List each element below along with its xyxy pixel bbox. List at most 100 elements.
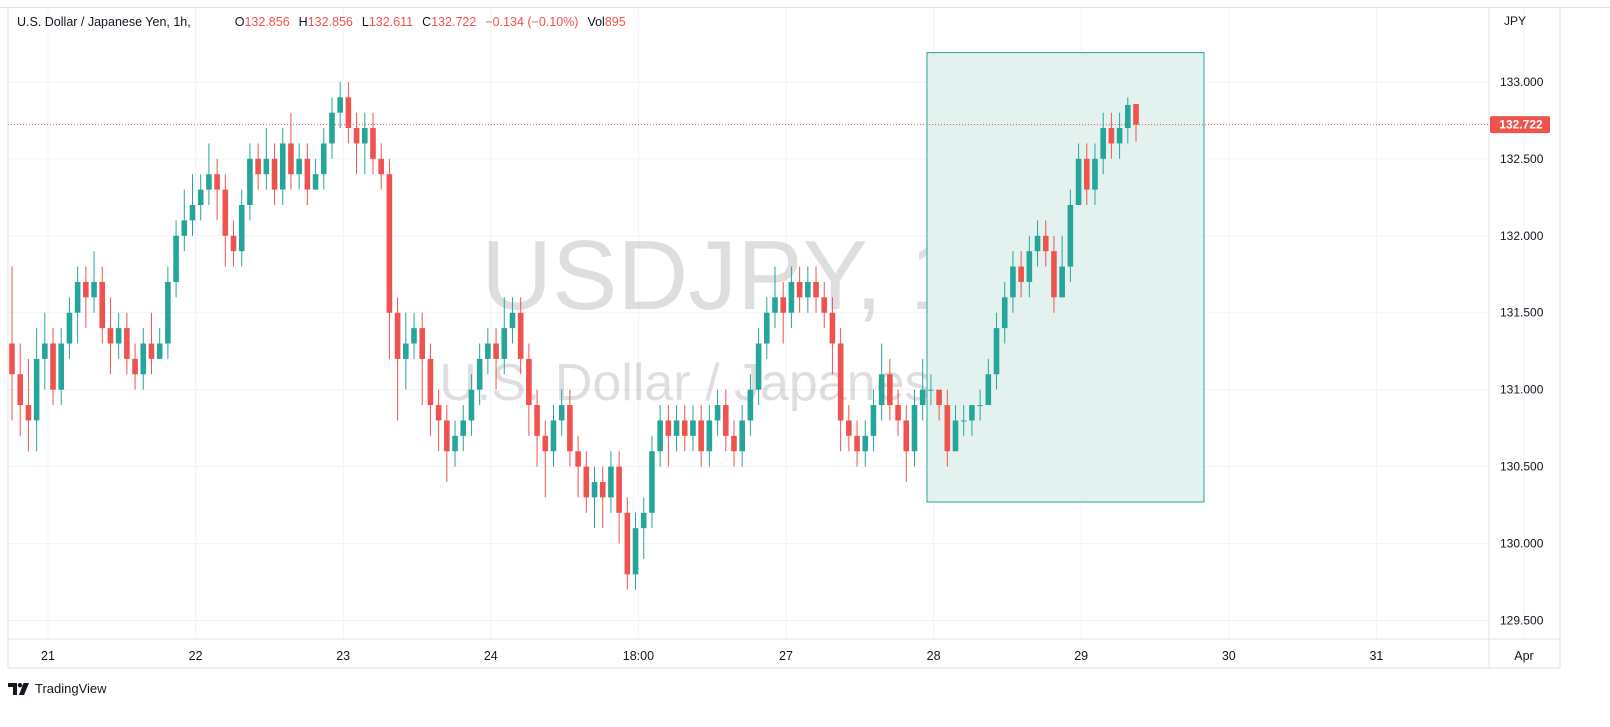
candle[interactable]	[115, 312, 122, 359]
candle[interactable]	[1026, 235, 1033, 298]
candle[interactable]	[993, 312, 1000, 390]
candle[interactable]	[673, 405, 680, 452]
candle[interactable]	[312, 158, 319, 190]
candle[interactable]	[181, 189, 188, 252]
candle[interactable]	[50, 328, 56, 406]
currency-label[interactable]: JPY	[1504, 14, 1527, 28]
candle[interactable]	[140, 328, 147, 390]
candle[interactable]	[829, 297, 836, 375]
candle[interactable]	[304, 143, 311, 205]
candle[interactable]	[501, 297, 508, 375]
candle[interactable]	[657, 405, 663, 467]
candle[interactable]	[936, 389, 942, 421]
candle[interactable]	[222, 174, 229, 267]
candle[interactable]	[714, 389, 721, 436]
highlight-rectangle[interactable]	[926, 52, 1205, 503]
candle[interactable]	[731, 420, 737, 467]
candle[interactable]	[435, 389, 442, 452]
candle[interactable]	[189, 174, 196, 236]
candle[interactable]	[83, 266, 89, 329]
candle[interactable]	[534, 389, 540, 467]
candle[interactable]	[1083, 143, 1090, 205]
candle[interactable]	[960, 405, 967, 436]
candle[interactable]	[558, 389, 565, 436]
candle[interactable]	[780, 281, 787, 344]
time-axis[interactable]: 21 22 23 24 18:00 27 28 29 30 31 Apr	[41, 649, 1534, 663]
candle[interactable]	[132, 343, 138, 390]
candle[interactable]	[403, 312, 409, 390]
candle[interactable]	[1108, 112, 1115, 159]
candle[interactable]	[509, 297, 516, 344]
candle[interactable]	[821, 281, 828, 329]
candle[interactable]	[985, 358, 992, 406]
candle[interactable]	[444, 405, 450, 483]
candle[interactable]	[345, 81, 352, 144]
candle[interactable]	[74, 266, 81, 344]
candle[interactable]	[805, 266, 811, 313]
candle[interactable]	[99, 266, 106, 344]
candle[interactable]	[788, 266, 795, 329]
candle[interactable]	[1010, 251, 1016, 313]
candle[interactable]	[33, 328, 40, 452]
candle[interactable]	[575, 435, 581, 498]
candle[interactable]	[320, 128, 327, 190]
candle[interactable]	[903, 405, 910, 483]
candle[interactable]	[755, 328, 762, 406]
candle[interactable]	[419, 312, 426, 406]
candle[interactable]	[862, 420, 869, 467]
candle[interactable]	[1116, 112, 1123, 159]
candle[interactable]	[944, 389, 951, 467]
footer-brand[interactable]: TradingView	[8, 681, 107, 696]
candle[interactable]	[837, 328, 844, 452]
candle[interactable]	[878, 343, 885, 421]
candle[interactable]	[870, 389, 877, 452]
candle[interactable]	[928, 374, 934, 406]
candle[interactable]	[616, 451, 622, 544]
candle[interactable]	[485, 328, 491, 375]
candle[interactable]	[1034, 220, 1041, 267]
candle[interactable]	[156, 328, 163, 359]
candle[interactable]	[394, 297, 401, 421]
candle[interactable]	[690, 405, 696, 452]
candle[interactable]	[567, 389, 573, 467]
candle[interactable]	[370, 112, 376, 175]
candle[interactable]	[608, 451, 614, 513]
candle[interactable]	[681, 405, 688, 452]
candle[interactable]	[550, 405, 557, 467]
candle[interactable]	[846, 405, 852, 452]
candle[interactable]	[468, 374, 475, 436]
candle[interactable]	[148, 312, 155, 375]
candle[interactable]	[17, 343, 24, 436]
candle[interactable]	[238, 189, 245, 267]
candle[interactable]	[173, 220, 179, 298]
candle[interactable]	[1133, 104, 1139, 142]
candle[interactable]	[165, 266, 171, 359]
candle[interactable]	[353, 112, 360, 175]
candle[interactable]	[1059, 235, 1065, 298]
candle[interactable]	[206, 143, 212, 205]
candle[interactable]	[706, 405, 713, 467]
candle[interactable]	[91, 251, 97, 313]
candle[interactable]	[1100, 112, 1106, 175]
candle[interactable]	[493, 328, 499, 390]
candle[interactable]	[124, 312, 130, 375]
candle[interactable]	[255, 143, 261, 190]
candle[interactable]	[460, 405, 467, 452]
candle[interactable]	[230, 220, 237, 267]
candle[interactable]	[1092, 143, 1098, 205]
candle[interactable]	[969, 405, 975, 436]
candle[interactable]	[66, 297, 73, 359]
candle[interactable]	[665, 405, 672, 467]
candle[interactable]	[42, 312, 48, 390]
candle[interactable]	[772, 266, 778, 329]
candle[interactable]	[739, 405, 745, 467]
candle[interactable]	[722, 389, 729, 452]
candle[interactable]	[517, 297, 524, 375]
candle[interactable]	[197, 174, 204, 221]
candle[interactable]	[214, 158, 220, 221]
candle[interactable]	[632, 512, 639, 590]
candle[interactable]	[329, 97, 335, 159]
candle[interactable]	[747, 374, 754, 436]
candle[interactable]	[887, 358, 893, 421]
